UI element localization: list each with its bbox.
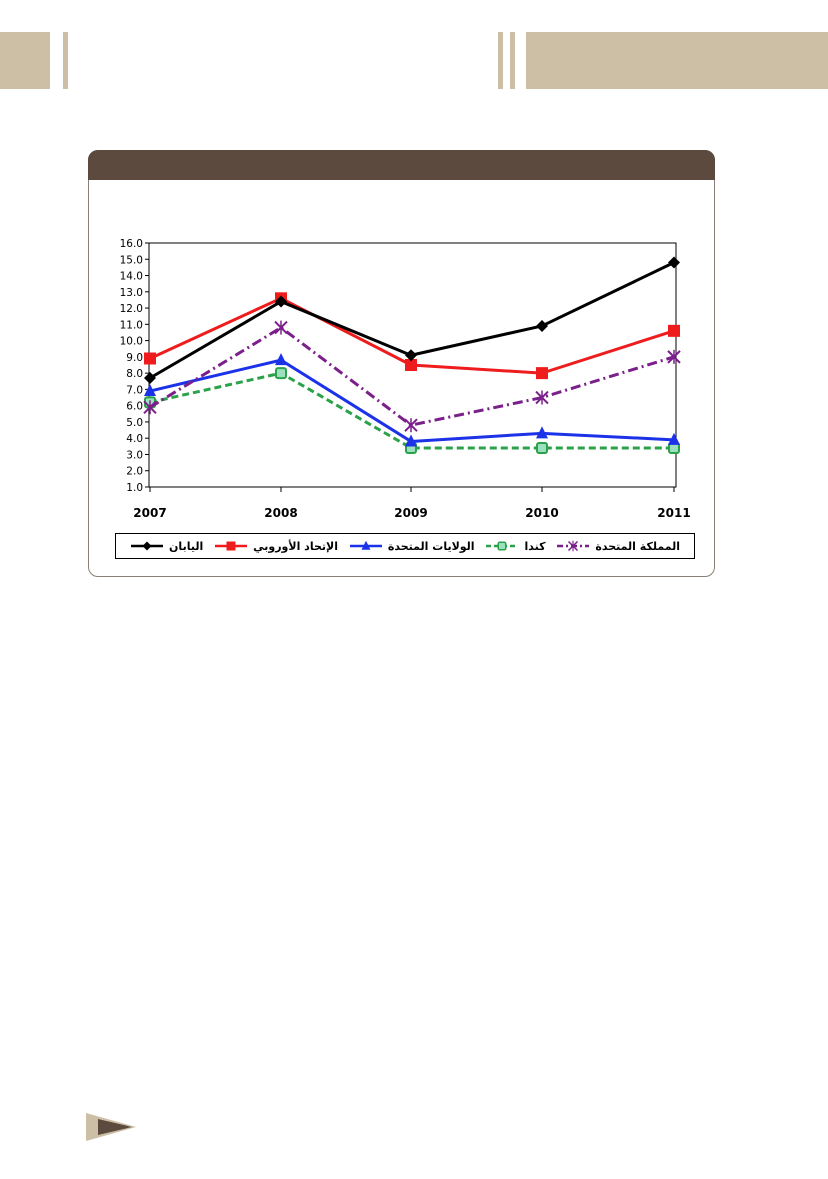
y-tick-label: 5.0 xyxy=(126,417,143,429)
series-japan-point xyxy=(536,319,548,332)
y-tick-label: 16.0 xyxy=(120,238,143,250)
y-tick-label: 11.0 xyxy=(120,319,143,331)
series-usa-point xyxy=(144,384,156,397)
series-uk-point xyxy=(274,320,288,335)
plot-frame xyxy=(148,242,677,488)
y-tick-label: 2.0 xyxy=(126,466,143,478)
series-uk-point xyxy=(143,400,157,415)
series-uk-line xyxy=(149,326,675,427)
series-usa xyxy=(144,353,680,447)
series-canada-line xyxy=(149,371,674,450)
x-tick-label: 2007 xyxy=(133,506,166,520)
x-tick-label: 2009 xyxy=(394,506,427,520)
y-tick-label: 7.0 xyxy=(126,384,143,396)
header-left-block xyxy=(0,32,50,89)
legend-item-uk: المملكة المتحدة xyxy=(556,539,680,553)
y-tick-label: 13.0 xyxy=(120,287,143,299)
y-tick-label: 14.0 xyxy=(120,271,143,283)
header-right-divider-2 xyxy=(510,32,515,89)
series-japan-point xyxy=(275,295,287,308)
y-tick-label: 1.0 xyxy=(126,482,143,494)
series-uk-point xyxy=(535,390,549,405)
series-usa-point xyxy=(405,434,417,447)
legend-item-canada: كندا xyxy=(485,539,546,553)
series-usa-point xyxy=(668,432,680,445)
series-japan-point xyxy=(405,349,417,362)
play-arrow-icon xyxy=(86,1113,136,1141)
series-japan xyxy=(144,256,680,385)
series-japan-point xyxy=(668,256,680,269)
y-tick-label: 8.0 xyxy=(126,368,143,380)
legend-japan-point xyxy=(142,541,152,551)
y-tick-label: 12.0 xyxy=(120,303,143,315)
series-canada-point xyxy=(536,441,548,454)
legend-item-japan: اليابان xyxy=(130,539,203,553)
series-eu-point xyxy=(144,352,156,365)
panel-title-bar xyxy=(88,150,715,180)
x-tick-label: 2011 xyxy=(657,506,690,520)
series-usa-point xyxy=(275,353,287,366)
legend-swatch xyxy=(557,540,590,552)
legend-uk-point xyxy=(568,540,579,552)
series-usa-line xyxy=(149,358,675,443)
series-canada-point xyxy=(275,367,287,380)
series-eu-point xyxy=(536,367,548,380)
y-tick-label: 3.0 xyxy=(126,449,143,461)
series-usa-point xyxy=(536,426,548,439)
series-eu-point xyxy=(405,359,417,371)
legend-label: الولايات المتحدة xyxy=(387,539,475,553)
y-tick-label: 9.0 xyxy=(126,352,143,364)
x-tick-label: 2010 xyxy=(525,506,558,520)
series-uk xyxy=(143,320,681,433)
x-tick-label: 2008 xyxy=(264,506,297,520)
legend-swatch xyxy=(486,541,519,551)
legend-item-usa: الولايات المتحدة xyxy=(349,539,475,553)
legend-swatch xyxy=(131,541,164,551)
series-japan-point xyxy=(144,372,156,385)
chart-legend: اليابان الإتحاد الأوروبي الولايات المتحدة ك… xyxy=(115,533,695,559)
y-tick-label: 15.0 xyxy=(120,254,143,266)
y-tick-label: 4.0 xyxy=(126,433,143,445)
legend-label: المملكة المتحدة xyxy=(595,539,680,553)
legend-item-eu: الإتحاد الأوروبي xyxy=(214,539,338,553)
legend-eu-point xyxy=(226,541,236,551)
legend-swatch xyxy=(215,541,248,551)
header-right-divider-1 xyxy=(498,32,503,89)
legend-label: الإتحاد الأوروبي xyxy=(253,539,338,553)
legend-usa-point xyxy=(361,540,371,550)
legend-label: كندا xyxy=(524,539,546,553)
legend-canada-point xyxy=(497,541,507,551)
header-left-divider xyxy=(63,32,68,89)
series-uk-point xyxy=(667,349,681,364)
header-right-block xyxy=(526,32,828,89)
legend-label: اليابان xyxy=(169,539,204,553)
legend-swatch xyxy=(349,540,382,550)
y-tick-label: 6.0 xyxy=(126,401,143,413)
chart-panel xyxy=(88,150,715,577)
y-tick-label: 10.0 xyxy=(120,336,143,348)
series-eu-point xyxy=(668,324,680,337)
series-uk-point xyxy=(404,418,418,433)
